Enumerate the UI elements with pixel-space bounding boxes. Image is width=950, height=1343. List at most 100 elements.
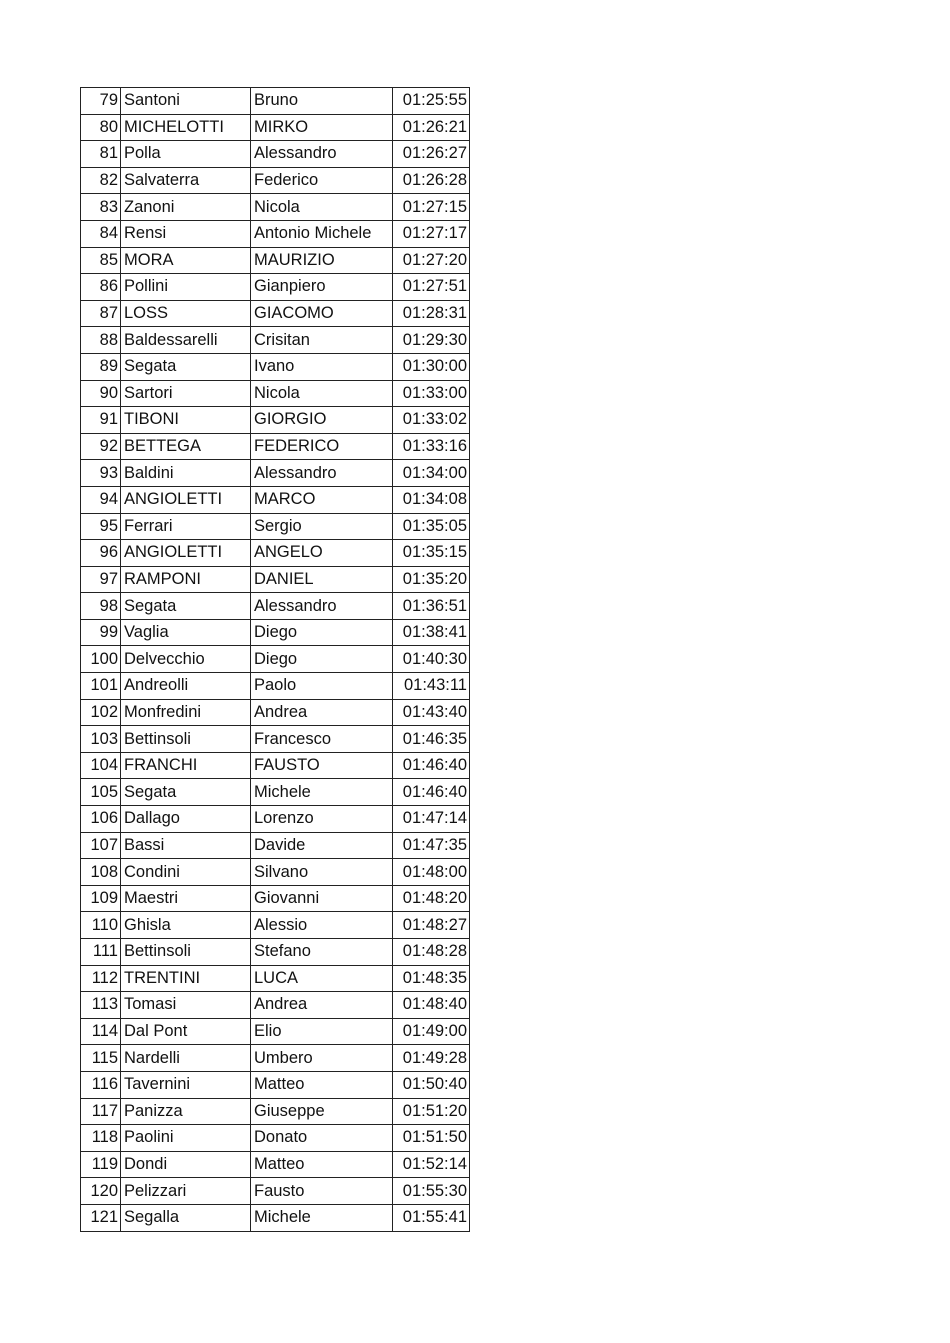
position-cell: 79 <box>80 87 121 115</box>
first-name-cell: Federico <box>250 166 393 195</box>
surname-cell: Pollini <box>120 273 251 301</box>
table-row: 92 BETTEGA FEDERICO 01:33:16 <box>80 432 470 461</box>
position-cell: 83 <box>80 193 121 221</box>
position-cell: 104 <box>80 751 121 780</box>
first-name-cell: Alessandro <box>250 459 393 487</box>
table-row: 106 Dallago Lorenzo 01:47:14 <box>80 805 470 833</box>
table-row: 101 Andreolli Paolo 01:43:11 <box>80 672 470 700</box>
surname-cell: Dondi <box>120 1150 251 1179</box>
table-row: 109 Maestri Giovanni 01:48:20 <box>80 884 470 913</box>
first-name-cell: Andrea <box>250 991 393 1019</box>
first-name-cell: Alessio <box>250 911 393 939</box>
surname-cell: Segata <box>120 592 251 620</box>
time-cell: 01:29:30 <box>392 326 470 354</box>
table-row: 93 Baldini Alessandro 01:34:00 <box>80 459 470 487</box>
position-cell: 108 <box>80 858 121 886</box>
first-name-cell: Alessandro <box>250 140 393 168</box>
first-name-cell: Sergio <box>250 512 393 541</box>
table-row: 80 MICHELOTTI MIRKO 01:26:21 <box>80 113 470 142</box>
time-cell: 01:48:20 <box>392 884 470 913</box>
position-cell: 111 <box>80 938 121 966</box>
table-row: 82 Salvaterra Federico 01:26:28 <box>80 166 470 195</box>
position-cell: 120 <box>80 1177 121 1205</box>
table-row: 113 Tomasi Andrea 01:48:40 <box>80 991 470 1019</box>
time-cell: 01:43:40 <box>392 698 470 727</box>
first-name-cell: Elio <box>250 1017 393 1046</box>
time-cell: 01:43:11 <box>392 672 470 700</box>
results-table: 79 Santoni Bruno 01:25:55 80 MICHELOTTI MIRKO 0… <box>80 87 470 1232</box>
position-cell: 95 <box>80 512 121 541</box>
time-cell: 01:46:40 <box>392 778 470 807</box>
first-name-cell: GIACOMO <box>250 299 393 328</box>
surname-cell: Vaglia <box>120 618 251 647</box>
table-row: 90 Sartori Nicola 01:33:00 <box>80 379 470 408</box>
surname-cell: Ferrari <box>120 512 251 541</box>
first-name-cell: Lorenzo <box>250 805 393 833</box>
table-row: 111 Bettinsoli Stefano 01:48:28 <box>80 938 470 966</box>
table-row: 114 Dal Pont Elio 01:49:00 <box>80 1017 470 1046</box>
first-name-cell: Matteo <box>250 1150 393 1179</box>
first-name-cell: Gianpiero <box>250 273 393 301</box>
surname-cell: Monfredini <box>120 698 251 727</box>
position-cell: 102 <box>80 698 121 727</box>
time-cell: 01:48:27 <box>392 911 470 939</box>
table-row: 98 Segata Alessandro 01:36:51 <box>80 592 470 620</box>
first-name-cell: Michele <box>250 1203 393 1232</box>
table-row: 95 Ferrari Sergio 01:35:05 <box>80 512 470 541</box>
table-row: 100 Delvecchio Diego 01:40:30 <box>80 645 470 674</box>
first-name-cell: GIORGIO <box>250 406 393 434</box>
table-row: 115 Nardelli Umbero 01:49:28 <box>80 1044 470 1072</box>
position-cell: 85 <box>80 246 121 275</box>
position-cell: 106 <box>80 805 121 833</box>
surname-cell: Polla <box>120 140 251 168</box>
position-cell: 97 <box>80 565 121 594</box>
position-cell: 94 <box>80 485 121 514</box>
surname-cell: Condini <box>120 858 251 886</box>
position-cell: 99 <box>80 618 121 647</box>
surname-cell: Dal Pont <box>120 1017 251 1046</box>
position-cell: 88 <box>80 326 121 354</box>
first-name-cell: Alessandro <box>250 592 393 620</box>
surname-cell: Baldessarelli <box>120 326 251 354</box>
time-cell: 01:47:14 <box>392 805 470 833</box>
position-cell: 103 <box>80 725 121 753</box>
table-row: 105 Segata Michele 01:46:40 <box>80 778 470 807</box>
first-name-cell: Paolo <box>250 672 393 700</box>
surname-cell: Bettinsoli <box>120 938 251 966</box>
time-cell: 01:34:00 <box>392 459 470 487</box>
first-name-cell: Matteo <box>250 1070 393 1099</box>
first-name-cell: Giuseppe <box>250 1097 393 1126</box>
time-cell: 01:48:35 <box>392 964 470 993</box>
time-cell: 01:36:51 <box>392 592 470 620</box>
time-cell: 01:27:51 <box>392 273 470 301</box>
table-row: 118 Paolini Donato 01:51:50 <box>80 1124 470 1152</box>
table-row: 107 Bassi Davide 01:47:35 <box>80 831 470 860</box>
position-cell: 98 <box>80 592 121 620</box>
first-name-cell: Crisitan <box>250 326 393 354</box>
table-row: 97 RAMPONI DANIEL 01:35:20 <box>80 565 470 594</box>
position-cell: 101 <box>80 672 121 700</box>
first-name-cell: Donato <box>250 1124 393 1152</box>
table-row: 99 Vaglia Diego 01:38:41 <box>80 618 470 647</box>
table-row: 83 Zanoni Nicola 01:27:15 <box>80 193 470 221</box>
time-cell: 01:33:02 <box>392 406 470 434</box>
table-row: 79 Santoni Bruno 01:25:55 <box>80 87 470 115</box>
surname-cell: MORA <box>120 246 251 275</box>
table-row: 94 ANGIOLETTI MARCO 01:34:08 <box>80 485 470 514</box>
position-cell: 118 <box>80 1124 121 1152</box>
surname-cell: Salvaterra <box>120 166 251 195</box>
surname-cell: Pelizzari <box>120 1177 251 1205</box>
first-name-cell: Stefano <box>250 938 393 966</box>
position-cell: 100 <box>80 645 121 674</box>
position-cell: 80 <box>80 113 121 142</box>
first-name-cell: Nicola <box>250 193 393 221</box>
time-cell: 01:51:20 <box>392 1097 470 1126</box>
table-row: 81 Polla Alessandro 01:26:27 <box>80 140 470 168</box>
surname-cell: FRANCHI <box>120 751 251 780</box>
surname-cell: Dallago <box>120 805 251 833</box>
surname-cell: ANGIOLETTI <box>120 485 251 514</box>
table-row: 84 Rensi Antonio Michele 01:27:17 <box>80 219 470 248</box>
surname-cell: Nardelli <box>120 1044 251 1072</box>
time-cell: 01:35:15 <box>392 539 470 567</box>
table-row: 87 LOSS GIACOMO 01:28:31 <box>80 299 470 328</box>
